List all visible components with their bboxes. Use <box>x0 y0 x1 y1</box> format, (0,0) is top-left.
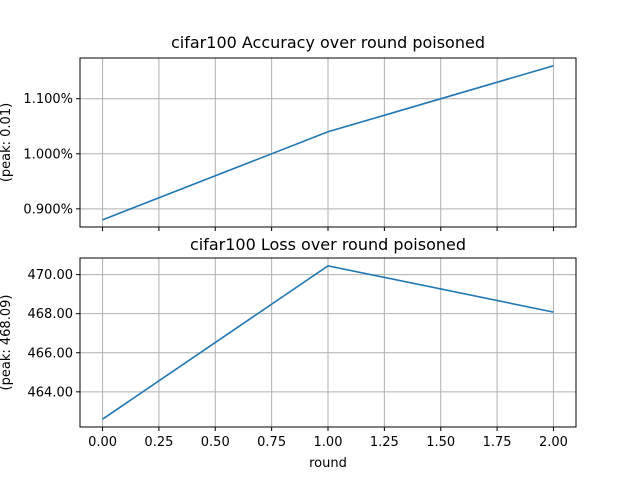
accuracy-panel: 0.900% 1.000% 1.100% cifar100 Accuracy over… <box>0 33 577 231</box>
y-tick-label: 468.00 <box>28 307 74 322</box>
x-tick-label: 1.00 <box>314 435 343 450</box>
x-tick-label: 1.25 <box>370 435 399 450</box>
chart-title: cifar100 Accuracy over round poisoned <box>171 33 485 52</box>
y-tick-label: 470.00 <box>28 268 74 283</box>
x-tick-label: 0.75 <box>257 435 286 450</box>
y-tick-label: 1.000% <box>23 147 73 162</box>
chart-title: cifar100 Loss over round poisoned <box>190 235 466 254</box>
y-tick-label: 466.00 <box>28 346 74 361</box>
x-tick-label: 2.00 <box>539 435 568 450</box>
x-axis-label: round <box>309 456 347 471</box>
x-tick-label: 1.75 <box>483 435 512 450</box>
y-tick-label: 0.900% <box>23 202 73 217</box>
x-tick-label: 0.50 <box>201 435 230 450</box>
y-tick-label: 464.00 <box>28 385 74 400</box>
y-axis-label: (peak: 0.01) <box>0 103 14 182</box>
loss-panel: 0.00 0.25 0.50 0.75 1.00 1.25 1.50 1.75 2.00 464.… <box>0 235 577 471</box>
y-tick-label: 1.100% <box>23 92 73 107</box>
x-tick-label: 0.00 <box>88 435 117 450</box>
x-tick-label: 1.50 <box>426 435 455 450</box>
x-tick-label: 0.25 <box>144 435 173 450</box>
y-axis-label: (peak: 468.09) <box>0 295 14 391</box>
